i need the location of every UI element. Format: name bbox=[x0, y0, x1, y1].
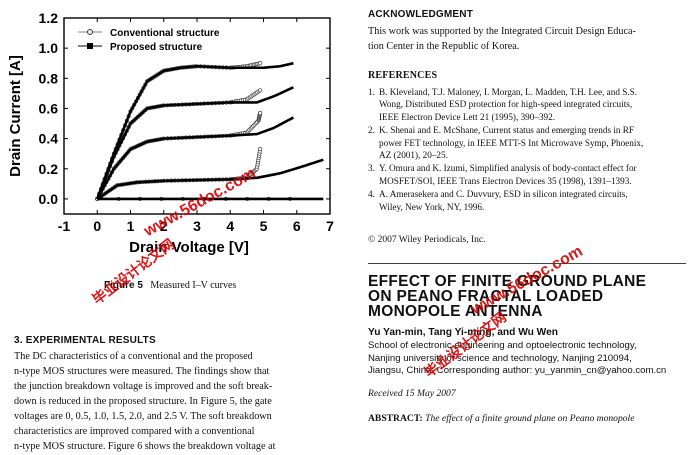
article-title: EFFECT OF FINITE GROUND PLANE ON PEANO FR… bbox=[368, 273, 693, 320]
abstract: ABSTRACT: The effect of a finite ground … bbox=[368, 411, 634, 426]
received-date: Received 15 May 2007 bbox=[368, 388, 456, 399]
x-tick-label: 7 bbox=[326, 218, 334, 234]
abstract-label: ABSTRACT: bbox=[368, 413, 423, 424]
abstract-text: The effect of a finite ground plane on P… bbox=[425, 413, 635, 424]
y-tick-label: 0.0 bbox=[39, 191, 59, 207]
proposed-curve bbox=[96, 86, 294, 200]
reference-item: 4. A. Amerasekera and C. Duvvury, ESD in … bbox=[368, 188, 696, 213]
proposed-curve bbox=[96, 158, 324, 200]
ack-line: This work was supported by the Integrate… bbox=[368, 26, 636, 37]
y-tick-label: 1.2 bbox=[39, 10, 59, 26]
x-tick-label: 3 bbox=[193, 218, 201, 234]
conventional-point bbox=[258, 110, 263, 116]
legend-marker-proposed bbox=[87, 43, 93, 49]
y-axis-label: Drain Current [A] bbox=[7, 55, 24, 177]
x-tick-label: 5 bbox=[260, 218, 268, 234]
iv-curves-chart: -1 0 1 2 3 4 5 6 7 0.0 0.2 0.4 0.6 0.8 1.0 1.2 Drain Vol… bbox=[7, 10, 334, 256]
figure-5: -1 0 1 2 3 4 5 6 7 0.0 0.2 0.4 0.6 0.8 1.0 1.2 Drain Vol… bbox=[0, 0, 345, 260]
reference-list: 1. B. Kleveland, T.J. Maloney, I. Morgan,… bbox=[368, 86, 696, 214]
section-heading-acknowledgment: ACKNOWLEDGMENT bbox=[368, 9, 474, 20]
results-body: The DC characteristics of a conventional… bbox=[14, 349, 334, 454]
affiliation-line: School of electronic engineering and opt… bbox=[368, 340, 637, 351]
legend-marker-conventional bbox=[87, 29, 93, 35]
results-line: n-type MOS structures were measured. The… bbox=[14, 366, 270, 377]
reference-line: AZ (2001), 20–25. bbox=[379, 150, 448, 161]
reference-line: power FET technology, in IEEE MTT-S Int … bbox=[379, 137, 644, 148]
y-tick-label: 0.8 bbox=[39, 70, 59, 86]
conventional-point bbox=[258, 147, 263, 152]
x-axis-label: Drain Voltage [V] bbox=[129, 239, 249, 256]
results-line: characteristics are improved compared wi… bbox=[14, 426, 255, 437]
article-authors: Yu Yan-min, Tang Yi-ming, and Wu Wen bbox=[368, 327, 558, 338]
results-line: the junction breakdown voltage is improv… bbox=[14, 381, 273, 392]
article-divider bbox=[368, 263, 686, 264]
y-tick-label: 0.6 bbox=[39, 100, 59, 116]
reference-item: 2. K. Shenai and E. McShane, Current stat… bbox=[368, 124, 696, 161]
section-heading-results: 3. EXPERIMENTAL RESULTS bbox=[14, 335, 156, 346]
x-tick-label: 4 bbox=[226, 218, 234, 234]
results-line: n-type MOS structure. Figure 6 shows the… bbox=[14, 441, 276, 452]
legend-label-conventional: Conventional structure bbox=[110, 28, 220, 39]
y-tick-label: 1.0 bbox=[39, 40, 59, 56]
reference-item: 1. B. Kleveland, T.J. Maloney, I. Morgan,… bbox=[368, 86, 696, 123]
figure-label: Figure 5 bbox=[104, 280, 143, 291]
reference-number: 3. bbox=[368, 163, 375, 174]
section-heading-references: REFERENCES bbox=[368, 70, 438, 81]
conventional-point bbox=[258, 88, 263, 93]
reference-line: K. Shenai and E. McShane, Current status… bbox=[379, 125, 634, 136]
reference-line: MOSFET/SOI, IEEE Trans Electron Devices … bbox=[379, 175, 632, 186]
affiliation-line: Nanjing university of science and techno… bbox=[368, 352, 632, 364]
reference-number: 2. bbox=[368, 125, 375, 136]
affiliation-line: Jiangsu, China; Corresponding author: yu… bbox=[368, 365, 667, 376]
conventional-point bbox=[258, 61, 263, 66]
proposed-curve bbox=[96, 116, 295, 200]
results-line: down is reduced in the proposed structur… bbox=[14, 396, 272, 407]
results-line: voltages are 0, 0.5, 1.0, 1.5, 2.0, and … bbox=[14, 411, 272, 422]
copyright-notice: © 2007 Wiley Periodicals, Inc. bbox=[368, 235, 486, 245]
reference-line: IEEE Electron Device Lett 21 (1995), 390… bbox=[379, 111, 556, 122]
x-tick-label: 2 bbox=[160, 218, 168, 234]
figure-caption: Figure 5 Measured I–V curves bbox=[104, 278, 236, 293]
ack-line: tion Center in the Republic of Korea. bbox=[368, 41, 520, 52]
reference-item: 3. Y. Omura and K. Izumi, Simplified anal… bbox=[368, 162, 696, 187]
x-tick-label: -1 bbox=[58, 218, 71, 234]
reference-line: B. Kleveland, T.J. Maloney, I. Morgan, L… bbox=[379, 87, 638, 97]
reference-line: Wiley, New York, NY, 1996. bbox=[379, 201, 485, 212]
reference-line: A. Amerasekera and C. Duvvury, ESD in si… bbox=[379, 189, 628, 200]
reference-line: Y. Omura and K. Izumi, Simplified analys… bbox=[379, 163, 637, 174]
article-affiliation: School of electronic engineering and opt… bbox=[368, 340, 698, 378]
y-tick-label: 0.4 bbox=[39, 131, 59, 147]
x-tick-label: 6 bbox=[293, 218, 301, 234]
title-line: MONOPOLE ANTENNA bbox=[368, 303, 543, 320]
reference-number: 4. bbox=[368, 189, 375, 200]
reference-line: Wong, Distributed ESD protection for hig… bbox=[379, 99, 633, 110]
title-line: EFFECT OF FINITE GROUND PLANE bbox=[368, 273, 647, 290]
title-line: ON PEANO FRACTAL LOADED bbox=[368, 288, 604, 305]
figure-caption-text: Measured I–V curves bbox=[150, 280, 237, 291]
x-tick-label: 0 bbox=[93, 218, 101, 234]
x-tick-label: 1 bbox=[127, 218, 135, 234]
proposed-curve bbox=[96, 61, 294, 200]
legend-label-proposed: Proposed structure bbox=[110, 42, 203, 53]
reference-number: 1. bbox=[368, 87, 375, 97]
results-line: The DC characteristics of a conventional… bbox=[14, 351, 253, 362]
y-tick-label: 0.2 bbox=[39, 161, 59, 177]
acknowledgment-body: This work was supported by the Integrate… bbox=[368, 24, 698, 54]
